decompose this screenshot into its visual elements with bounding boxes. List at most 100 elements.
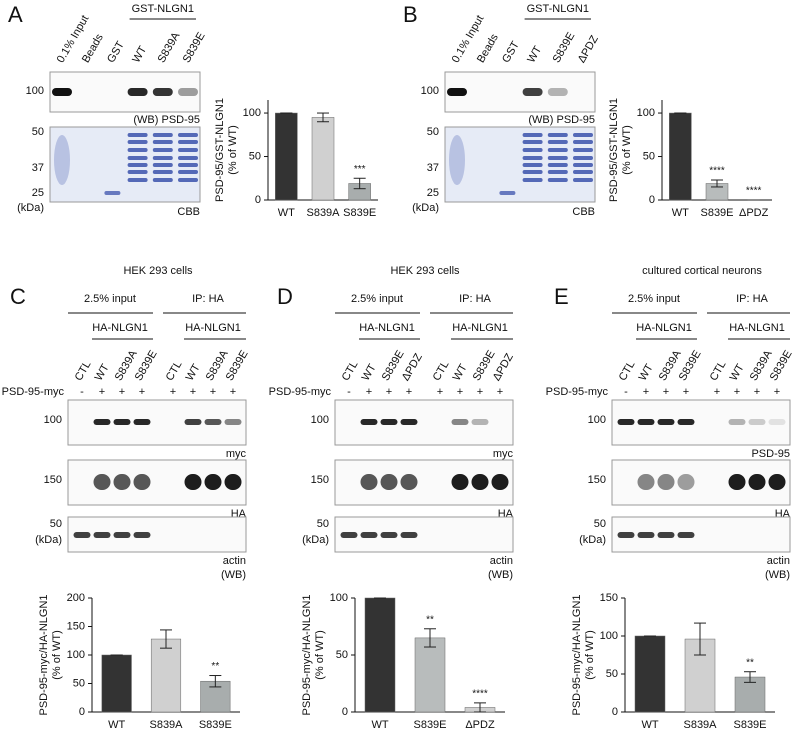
band: [127, 170, 148, 174]
band: [184, 419, 202, 425]
y-tick-label: 50: [336, 649, 348, 661]
band: [400, 532, 418, 538]
significance: ***: [354, 164, 366, 175]
band: [451, 419, 469, 425]
band: [449, 135, 465, 185]
band: [471, 419, 489, 425]
x-tick-label: WT: [672, 207, 689, 219]
band: [400, 474, 418, 490]
blot-label: actin: [767, 555, 790, 567]
band: [657, 474, 675, 490]
band: [73, 532, 91, 538]
lane-label: WT: [360, 362, 379, 383]
y-axis-label: PSD-95-myc/HA-NLGN1: [571, 594, 583, 715]
band: [104, 191, 121, 195]
y-tick-label: 0: [342, 706, 348, 718]
band: [499, 191, 516, 195]
mw-label: 150: [588, 474, 606, 486]
sign: +: [497, 386, 503, 398]
band: [113, 532, 131, 538]
mw-unit: (kDa): [579, 534, 606, 546]
bar: [634, 635, 666, 713]
band: [93, 474, 111, 490]
band: [184, 474, 202, 490]
treatment-label: PSD-95-myc: [2, 386, 65, 398]
band: [127, 88, 148, 96]
band: [224, 419, 242, 425]
treatment-label: PSD-95-myc: [546, 386, 609, 398]
sign: -: [80, 386, 84, 398]
y-axis-label: (% of WT): [621, 125, 633, 175]
y-tick-label: 100: [67, 649, 85, 661]
band: [127, 163, 148, 167]
y-axis-label: PSD-95-myc/HA-NLGN1: [301, 594, 313, 715]
band: [573, 156, 593, 160]
band: [52, 88, 72, 96]
sign: +: [683, 386, 689, 398]
sign: +: [170, 386, 176, 398]
x-tick-label: S839A: [149, 719, 183, 731]
band: [522, 170, 543, 174]
y-axis-label: PSD-95/GST-NLGN1: [608, 98, 620, 202]
band: [677, 532, 695, 538]
band: [547, 170, 568, 174]
panel-letter: B: [403, 2, 418, 27]
construct-label: HA-NLGN1: [185, 322, 241, 334]
y-tick-label: 0: [649, 194, 655, 206]
panel-letter: E: [554, 284, 569, 309]
gel: [49, 126, 201, 203]
mw-label: 50: [317, 518, 329, 530]
band: [127, 140, 148, 144]
construct-label: HA-NLGN1: [636, 322, 692, 334]
y-tick-label: 50: [606, 668, 618, 680]
group-label: GST-NLGN1: [527, 3, 589, 15]
sign: +: [774, 386, 780, 398]
y-tick-label: 50: [643, 150, 655, 162]
blot-label: (WB): [221, 569, 246, 581]
y-tick-label: 150: [600, 592, 618, 604]
band: [547, 178, 568, 182]
sign: +: [366, 386, 372, 398]
band: [133, 419, 151, 425]
band: [522, 163, 543, 167]
lane-label: ΔPDZ: [576, 33, 601, 65]
band: [677, 474, 695, 490]
band: [178, 170, 198, 174]
band: [728, 419, 746, 425]
band: [152, 170, 173, 174]
sign: +: [210, 386, 216, 398]
group-label: 2.5% input: [351, 293, 403, 305]
band: [748, 419, 766, 425]
sign: -: [624, 386, 628, 398]
band: [447, 88, 467, 96]
mw-label: 100: [26, 85, 44, 97]
x-tick-label: ΔPDZ: [739, 207, 769, 219]
mw-unit: (kDa): [302, 534, 329, 546]
band: [547, 156, 568, 160]
group-label: 2.5% input: [84, 293, 136, 305]
band: [178, 88, 198, 96]
lane-label: Beads: [475, 32, 501, 65]
lane-label: S839E: [551, 30, 578, 65]
band: [657, 532, 675, 538]
panel-title: cultured cortical neurons: [642, 265, 762, 277]
band: [768, 474, 786, 490]
sign: +: [406, 386, 412, 398]
y-tick-label: 100: [600, 630, 618, 642]
band: [380, 532, 398, 538]
sign: +: [139, 386, 145, 398]
bar: [275, 112, 298, 201]
band: [677, 419, 695, 425]
construct-label: HA-NLGN1: [452, 322, 508, 334]
band: [93, 532, 111, 538]
band: [491, 474, 509, 490]
band: [152, 140, 173, 144]
band: [127, 178, 148, 182]
x-tick-label: S839E: [199, 719, 232, 731]
band: [152, 178, 173, 182]
lane-label: S839A: [156, 30, 183, 65]
panel-title: HEK 293 cells: [123, 265, 193, 277]
band: [637, 532, 655, 538]
x-tick-label: WT: [108, 719, 125, 731]
